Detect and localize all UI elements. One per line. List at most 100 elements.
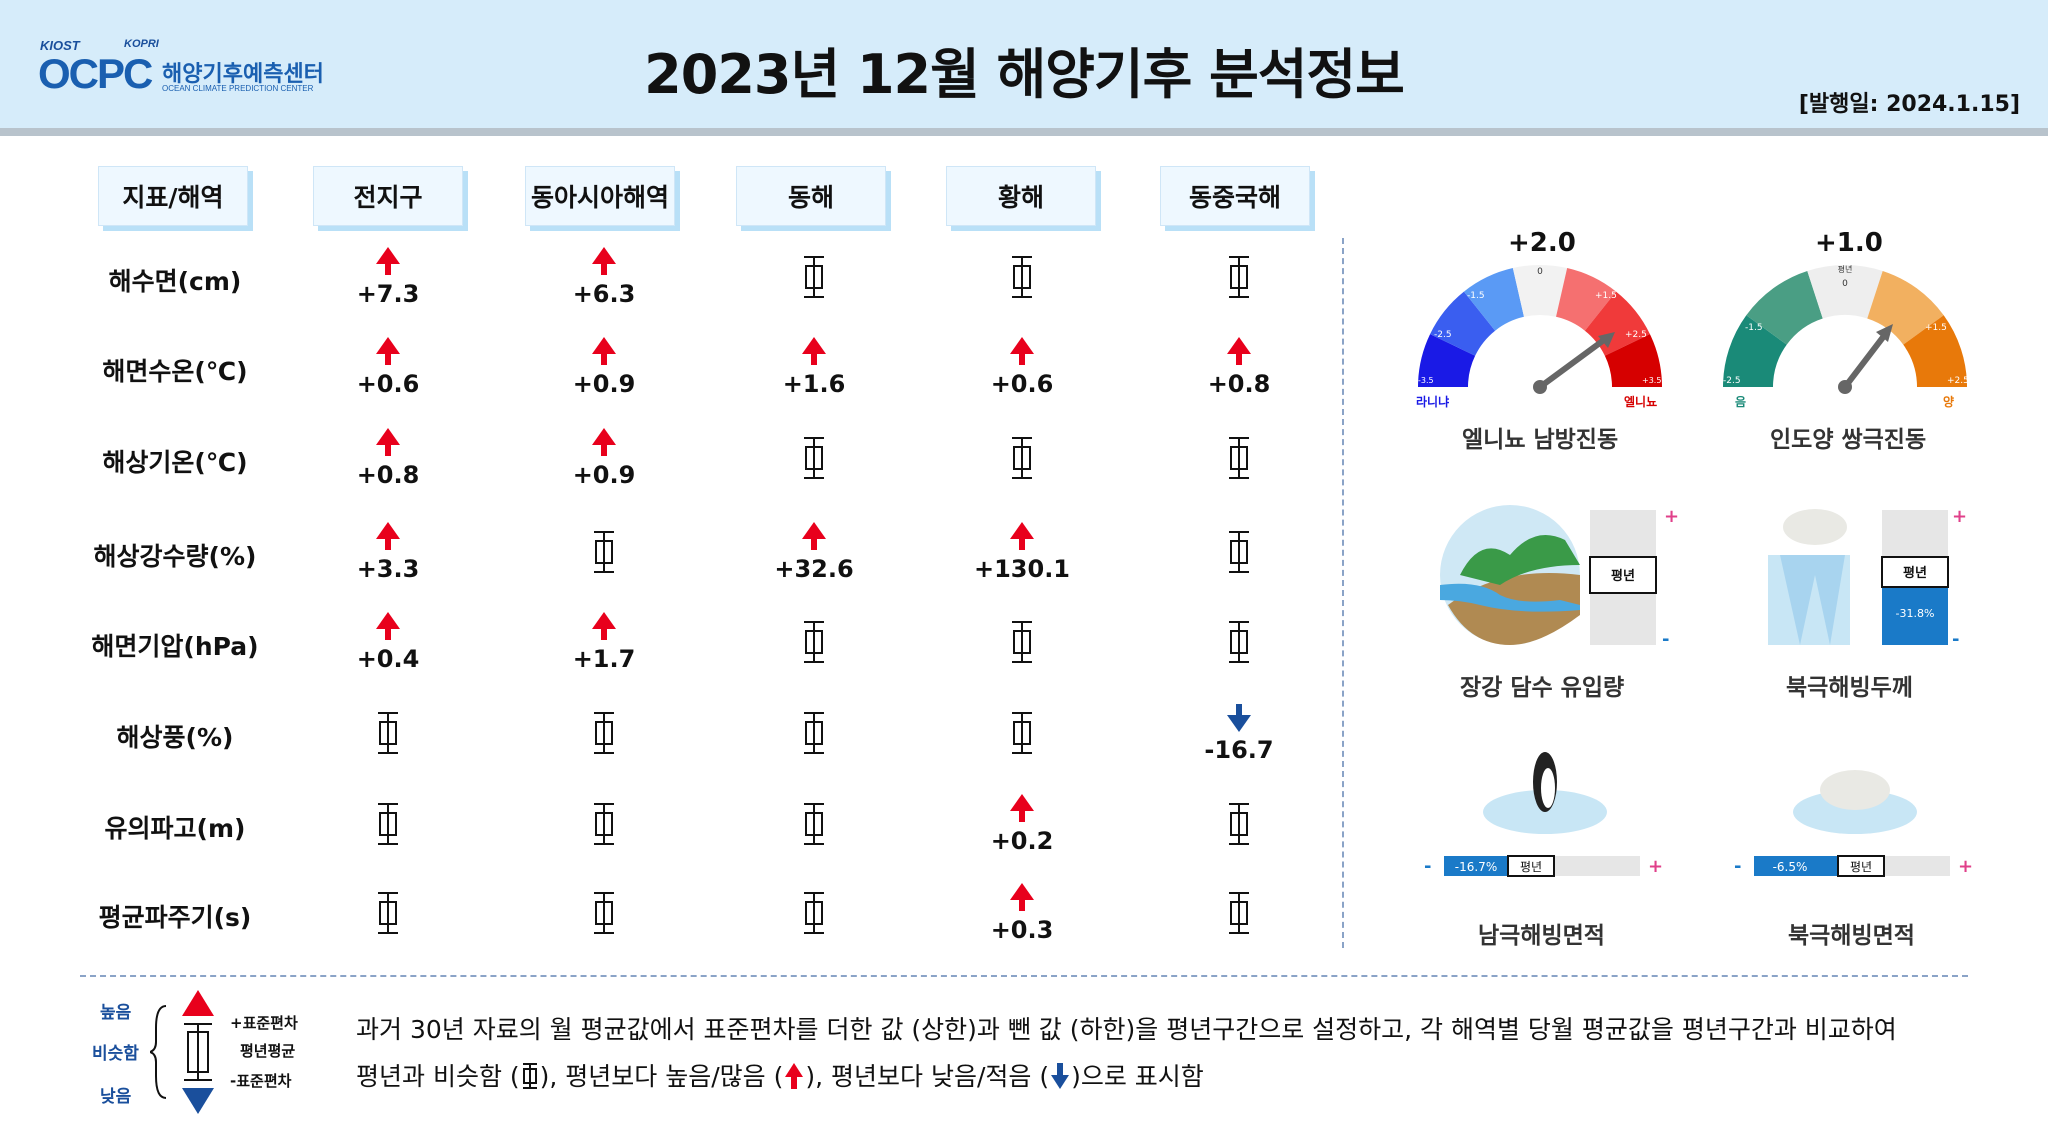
iod-tick-zero: 0 (1842, 279, 1848, 289)
legend-similar: 비슷함 (92, 1044, 139, 1064)
table-cell (313, 882, 463, 962)
table-cell (529, 882, 679, 962)
table-cell (947, 427, 1097, 507)
anomaly-value: +0.3 (990, 916, 1054, 944)
anomaly-value: +0.9 (572, 461, 636, 489)
normal-symbol-icon (594, 531, 614, 573)
arctic-area-value: -6.5% (1773, 860, 1808, 874)
iod-tick-m25: -2.5 (1723, 376, 1741, 386)
normal-symbol-icon (594, 803, 614, 845)
header-bar (0, 0, 2048, 128)
yangtze-label: 장강 담수 유입량 (1460, 675, 1625, 701)
arctic-area-label: 북극해빙면적 (1788, 923, 1915, 949)
row-label: 해면기압(hPa) (91, 632, 259, 661)
yangtze-river (1440, 583, 1580, 612)
enso-gauge-segment (1418, 334, 1476, 387)
enso-label: 엘니뇨 남방진동 (1462, 427, 1619, 453)
normal-symbol-icon (594, 892, 614, 934)
table-cell: +130.1 (947, 521, 1097, 601)
enso-gauge-segment (1604, 334, 1662, 387)
table-cell (529, 521, 679, 601)
table-cell: +7.3 (313, 246, 463, 326)
enso-tick-p15: +1.5 (1595, 291, 1617, 301)
table-cell (1164, 611, 1314, 691)
legend-high: 높음 (100, 1003, 132, 1023)
up-arrow-icon (592, 612, 616, 640)
enso-needle-tip (1598, 332, 1615, 348)
antarctic-area-value: -16.7% (1455, 860, 1497, 874)
arctic-area-plus: + (1958, 856, 1973, 877)
down-arrow-icon (1227, 704, 1251, 732)
table-cell: +0.9 (529, 336, 679, 416)
enso-tick-m35: -3.5 (1418, 376, 1434, 385)
anomaly-value: +0.6 (990, 370, 1054, 398)
table-cell (313, 793, 463, 873)
iod-label: 인도양 쌍극진동 (1770, 427, 1927, 453)
iod-tick-m15: -1.5 (1745, 323, 1763, 333)
normal-symbol-icon (804, 892, 824, 934)
normal-symbol-icon (594, 712, 614, 754)
normal-symbol-icon (804, 712, 824, 754)
horizontal-divider (80, 975, 1968, 977)
yangtze-avg-box (1589, 556, 1657, 594)
logo-mark: OCPC (38, 50, 153, 97)
table-cell (739, 702, 889, 782)
arctic-thickness-label: 북극해빙두께 (1786, 675, 1913, 701)
arctic-area-avg-box (1837, 855, 1885, 877)
ocpc-logo: KIOST KOPRI OCPC 해양기후예측센터 OCEAN CLIMATE … (38, 32, 358, 98)
penguin-belly (1541, 768, 1555, 808)
table-cell (529, 793, 679, 873)
arctic-area-minus: - (1734, 856, 1741, 877)
up-arrow-icon (592, 337, 616, 365)
iod-gauge-segment (1903, 315, 1967, 387)
anomaly-value: +0.9 (572, 370, 636, 398)
anomaly-value: +0.8 (356, 461, 420, 489)
yangtze-illustration: 평년 + - (1440, 505, 1679, 650)
normal-symbol-icon (1012, 621, 1032, 663)
normal-symbol-icon (804, 256, 824, 298)
legend-description-line1: 과거 30년 자료의 월 평균값에서 표준편차를 더한 값 (상한)과 뺀 값 … (356, 1015, 1897, 1044)
arctic-thickness-avg-label: 평년 (1903, 565, 1927, 581)
iod-needle (1842, 329, 1890, 390)
anomaly-value: -16.7 (1204, 736, 1274, 764)
antarctic-area-avg-label: 평년 (1520, 860, 1542, 874)
up-arrow-icon (1010, 794, 1034, 822)
logo-english-name: OCEAN CLIMATE PREDICTION CENTER (162, 84, 314, 93)
normal-symbol-icon (378, 712, 398, 754)
iod-gauge: 평년 0 -2.5 -1.5 +1.5 +2.5 음 양 (1723, 264, 1969, 409)
table-cell (313, 702, 463, 782)
yangtze-plus: + (1664, 506, 1679, 527)
table-cell (947, 611, 1097, 691)
table-cell: +0.8 (313, 427, 463, 507)
normal-symbol-icon (522, 1063, 537, 1089)
iod-needle-hub (1838, 380, 1852, 394)
anomaly-value: +7.3 (356, 280, 420, 308)
table-cell (947, 246, 1097, 326)
enso-gauge: 0 -3.5 -2.5 -1.5 +1.5 +2.5 +3.5 라니냐 엘니뇨 (1416, 265, 1662, 409)
enso-gauge-segment (1430, 291, 1496, 356)
up-arrow-icon (1227, 337, 1251, 365)
enso-needle-hub (1533, 380, 1547, 394)
header-east-asia: 동아시아해역 (525, 166, 675, 226)
header-global: 전지구 (313, 166, 463, 226)
up-arrow-icon (592, 428, 616, 456)
table-cell: +0.3 (947, 882, 1097, 962)
arctic-thickness-value: -31.8% (1896, 607, 1935, 620)
legend-line2-part-d: )으로 표시함 (1071, 1062, 1204, 1091)
arctic-thickness-fill (1882, 583, 1948, 645)
enso-tick-zero: 0 (1537, 267, 1543, 277)
normal-symbol-icon (378, 803, 398, 845)
enso-value: +2.0 (1508, 228, 1576, 258)
normal-symbol-icon (804, 437, 824, 479)
row-label: 해상풍(%) (116, 723, 234, 752)
legend-symbol (150, 990, 214, 1114)
publication-date: [발행일: 2024.1.15] (1798, 92, 2020, 117)
up-arrow-icon (802, 522, 826, 550)
yangtze-avg-label: 평년 (1611, 568, 1635, 584)
legend-up-arrow-icon (182, 990, 214, 1016)
table-cell: +0.4 (313, 611, 463, 691)
anomaly-value: +1.6 (782, 370, 846, 398)
polar-bear-icon (1820, 770, 1890, 810)
legend-low: 낮음 (100, 1087, 132, 1107)
arctic-area-fill (1754, 856, 1838, 876)
